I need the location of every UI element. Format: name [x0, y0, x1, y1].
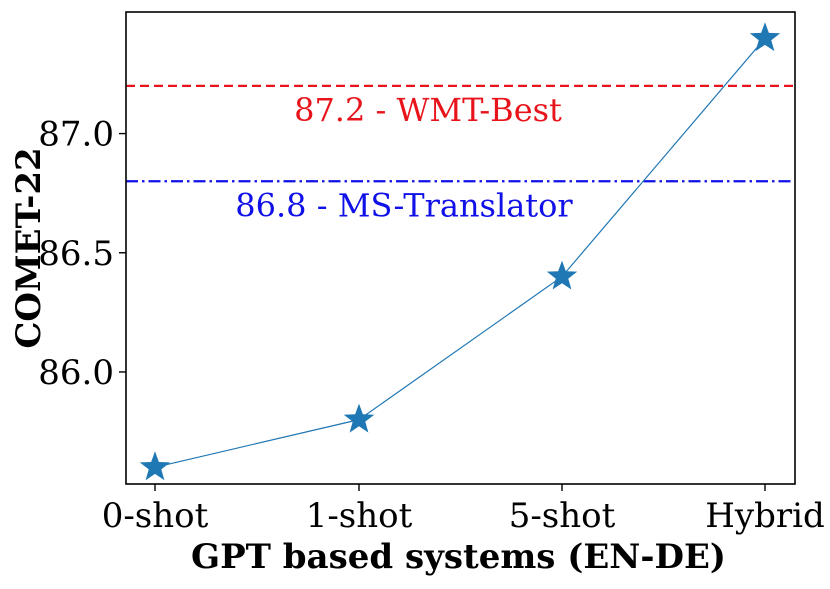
x-tick-label: 1-shot	[306, 496, 413, 536]
reference-label-2: 86.8 - MS-Translator	[235, 186, 573, 224]
x-tick-label: Hybrid	[705, 496, 825, 536]
data-point-0-shot	[139, 451, 171, 481]
x-tick-label: 0-shot	[102, 496, 209, 536]
data-point-5-shot	[546, 260, 578, 290]
reference-label-1: 87.2 - WMT-Best	[294, 91, 562, 129]
y-axis-title: COMET-22	[9, 147, 49, 348]
data-point-1-shot	[343, 403, 375, 433]
y-tick-label: 86.0	[38, 353, 114, 393]
y-tick-label: 87.0	[38, 115, 114, 155]
series-line	[154, 37, 766, 468]
y-tick-label: 86.5	[38, 234, 114, 274]
x-tick-label: 5-shot	[509, 496, 616, 536]
x-axis-title: GPT based systems (EN-DE)	[191, 537, 726, 577]
plot-frame	[125, 11, 796, 485]
data-point-hybrid	[749, 22, 781, 52]
